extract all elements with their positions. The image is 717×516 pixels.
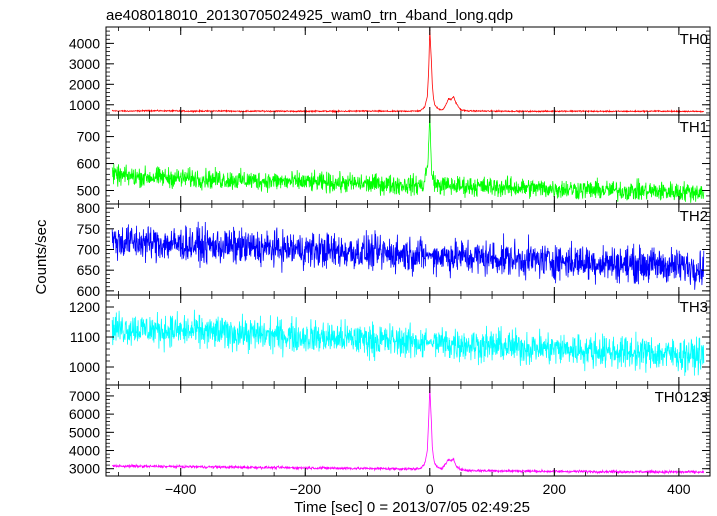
panel-label-th0: TH0 (680, 31, 708, 48)
panel-th0123: 3000 4000 5000 6000 7000 TH0123 (69, 384, 711, 477)
series-line-th0 (111, 29, 705, 114)
panels-group: 1000 2000 3000 4000 TH0 500 600 700 TH1 600 650 700… (69, 26, 711, 477)
y-tick-label: 4000 (69, 443, 100, 459)
y-tick-label: 700 (77, 242, 101, 258)
x-tick-labels: −400 −200 0 200 400 (165, 481, 691, 497)
series-line-th2 (111, 221, 705, 290)
panel-frame (105, 384, 711, 477)
panel-frame (105, 26, 711, 116)
series-line-th1 (111, 115, 705, 203)
y-tick-label: 3000 (69, 461, 100, 477)
y-axis-label: Counts/sec (33, 219, 50, 295)
y-tick-label: 600 (77, 283, 101, 299)
x-axis-label: Time [sec] 0 = 2013/07/05 02:49:25 (294, 499, 530, 516)
y-tick-label: 1200 (69, 299, 100, 315)
x-tick-label: 200 (543, 481, 567, 497)
panel-label-th1: TH1 (680, 119, 708, 136)
y-tick-label: 2000 (69, 76, 100, 92)
panel-th3: 1000 1100 1200 TH3 (69, 294, 711, 386)
y-tick-label: 6000 (69, 406, 100, 422)
x-tick-label: −400 (165, 481, 197, 497)
panel-label-th0123: TH0123 (655, 389, 708, 406)
y-tick-label: 1000 (69, 359, 100, 375)
y-tick-label: 800 (77, 200, 101, 216)
series-line-th3 (111, 309, 705, 376)
y-tick-label: 1100 (70, 329, 100, 345)
panel-label-th3: TH3 (680, 299, 708, 316)
y-tick-label: 650 (77, 262, 101, 278)
y-tick-label: 7000 (69, 388, 100, 404)
y-tick-label: 5000 (69, 424, 100, 440)
x-tick-label: 0 (426, 481, 434, 497)
y-tick-label: 700 (77, 129, 101, 145)
panel-th0: 1000 2000 3000 4000 TH0 (69, 26, 711, 116)
panel-label-th2: TH2 (680, 208, 708, 225)
series-line-th0123 (111, 386, 705, 475)
y-tick-label: 3000 (69, 56, 100, 72)
y-tick-label: 600 (77, 156, 101, 172)
y-tick-label: 500 (77, 183, 101, 199)
panel-th1: 500 600 700 TH1 (77, 114, 711, 205)
panel-th2: 600 650 700 750 800 TH2 (77, 200, 711, 299)
chart-title: ae408018010_20130705024925_wam0_trn_4ban… (106, 7, 513, 24)
y-tick-label: 4000 (69, 35, 100, 51)
y-tick-label: 750 (77, 221, 101, 237)
x-tick-label: −200 (289, 481, 321, 497)
x-tick-label: 400 (667, 481, 691, 497)
y-tick-label: 1000 (69, 97, 100, 113)
